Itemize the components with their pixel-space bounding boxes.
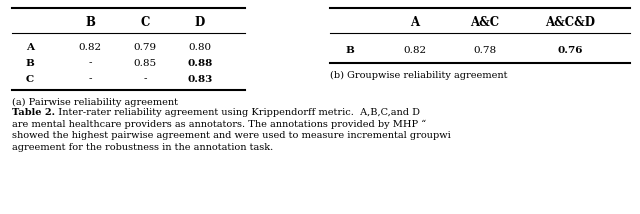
- Text: 0.82: 0.82: [79, 43, 102, 52]
- Text: 0.76: 0.76: [557, 46, 583, 55]
- Text: (b) Groupwise reliability agreement: (b) Groupwise reliability agreement: [330, 71, 508, 80]
- Text: 0.82: 0.82: [403, 46, 427, 55]
- Text: A&C&D: A&C&D: [545, 15, 595, 28]
- Text: -: -: [88, 58, 92, 67]
- Text: A&C: A&C: [470, 15, 500, 28]
- Text: B: B: [85, 15, 95, 28]
- Text: showed the highest pairwise agreement and were used to measure incremental group: showed the highest pairwise agreement an…: [12, 131, 451, 140]
- Text: 0.83: 0.83: [188, 74, 212, 83]
- Text: -: -: [88, 74, 92, 83]
- Text: (a) Pairwise reliability agreement: (a) Pairwise reliability agreement: [12, 98, 178, 107]
- Text: C: C: [26, 74, 34, 83]
- Text: -: -: [143, 74, 147, 83]
- Text: D: D: [195, 15, 205, 28]
- Text: 0.88: 0.88: [188, 58, 212, 67]
- Text: B: B: [26, 58, 35, 67]
- Text: are mental healthcare providers as annotators. The annotations provided by MHP “: are mental healthcare providers as annot…: [12, 119, 426, 129]
- Text: 0.79: 0.79: [133, 43, 157, 52]
- Text: agreement for the robustness in the annotation task.: agreement for the robustness in the anno…: [12, 143, 273, 152]
- Text: A: A: [410, 15, 420, 28]
- Text: Inter-rater reliability agreement using Krippendorff metric.  A,B,C,and D: Inter-rater reliability agreement using …: [52, 108, 420, 117]
- Text: A: A: [26, 43, 34, 52]
- Text: 0.78: 0.78: [474, 46, 497, 55]
- Text: C: C: [140, 15, 150, 28]
- Text: 0.80: 0.80: [188, 43, 212, 52]
- Text: Table 2.: Table 2.: [12, 108, 55, 117]
- Text: B: B: [346, 46, 355, 55]
- Text: 0.85: 0.85: [133, 58, 157, 67]
